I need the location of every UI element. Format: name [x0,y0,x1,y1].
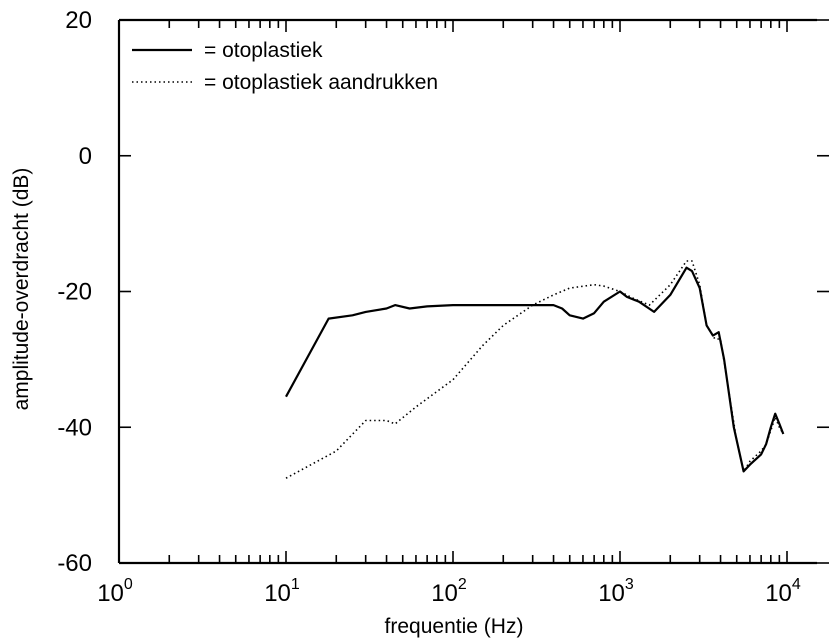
plot-frame [117,18,817,565]
y-tick-label: 20 [65,7,92,34]
x-tick-label: 104 [765,576,801,607]
x-tick-label: 103 [598,576,634,607]
x-axis-title: frequentie (Hz) [385,615,524,638]
x-tick-labels: 100 101 102 103 104 [97,576,801,607]
series-line-otoplastiek [285,266,785,473]
y-axis-title: amplitude-overdracht (dB) [10,168,33,411]
x-tick-label: 100 [97,576,133,607]
legend: = otoplastiek = otoplastiek aandrukken [132,39,438,94]
y-tick-label: -60 [57,550,92,577]
legend-label: = otoplastiek aandrukken [204,71,438,94]
legend-label: = otoplastiek [204,39,323,62]
x-tick-label: 101 [264,576,300,607]
series-lines [285,260,785,479]
y-tick-label: -40 [57,414,92,441]
x-tick-label: 102 [431,576,467,607]
y-tick-label: 0 [79,143,92,170]
series-line-otoplastiek-aandrukken [285,260,784,479]
y-tick-label: -20 [57,279,92,306]
y-tick-labels: 20 0 -20 -40 -60 [57,7,92,577]
axis-ticks [118,19,829,564]
